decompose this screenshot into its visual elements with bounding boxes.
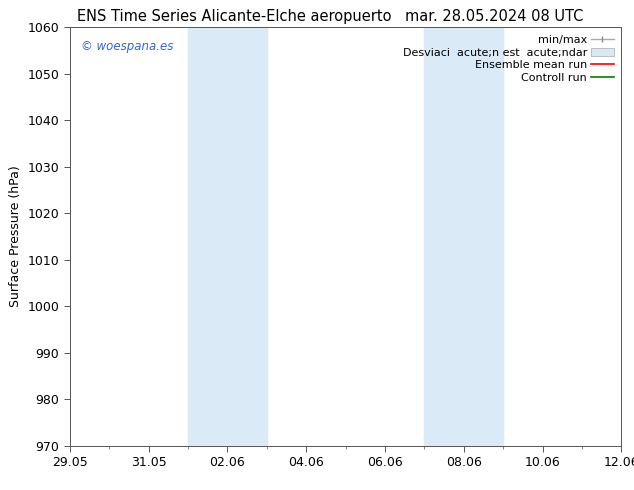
Bar [424, 27, 503, 446]
Text: © woespana.es: © woespana.es [81, 40, 173, 52]
Text: mar. 28.05.2024 08 UTC: mar. 28.05.2024 08 UTC [405, 9, 584, 24]
Text: ENS Time Series Alicante-Elche aeropuerto: ENS Time Series Alicante-Elche aeropuert… [77, 9, 392, 24]
Y-axis label: Surface Pressure (hPa): Surface Pressure (hPa) [9, 166, 22, 307]
Legend: min/max, Desviaci  acute;n est  acute;ndar, Ensemble mean run, Controll run: min/max, Desviaci acute;n est acute;ndar… [400, 32, 616, 85]
Bar [188, 27, 267, 446]
